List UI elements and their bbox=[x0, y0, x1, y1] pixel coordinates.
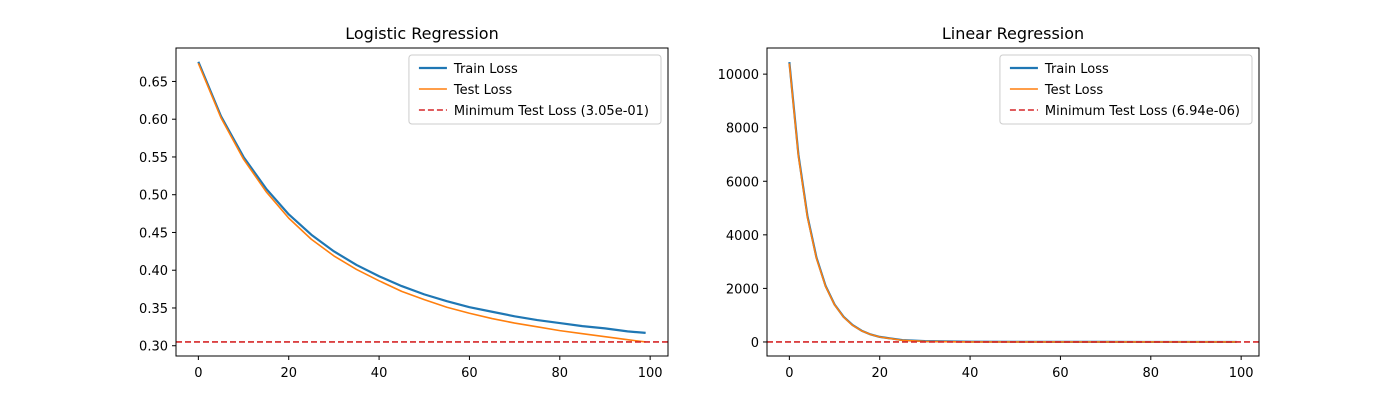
plot-frame bbox=[175, 47, 669, 357]
legend-box bbox=[999, 54, 1253, 125]
chart-linear-regression: Linear Regression 0 20 40 60 80 100 0 2000 4000 60… bbox=[718, 24, 1260, 381]
x-tick-label: 0 bbox=[785, 366, 793, 381]
y-tick-label: 0 bbox=[751, 336, 759, 351]
x-tick-label: 100 bbox=[1229, 366, 1254, 381]
x-tick-label: 80 bbox=[1143, 366, 1160, 381]
x-tick-label: 40 bbox=[962, 366, 979, 381]
plot-frame bbox=[766, 47, 1260, 357]
y-tick-label: 0.45 bbox=[139, 226, 168, 241]
legend-entry-label: Test Loss bbox=[1044, 83, 1103, 98]
legend-box bbox=[408, 54, 662, 125]
y-tick-label: 0.55 bbox=[139, 151, 168, 166]
x-tick-label: 0 bbox=[194, 366, 202, 381]
y-tick-label: 0.50 bbox=[139, 189, 168, 204]
series-line-test-loss bbox=[788, 63, 1237, 343]
y-tick-label: 8000 bbox=[726, 122, 759, 137]
legend: Train Loss Test Loss Minimum Test Loss (6.… bbox=[999, 54, 1253, 125]
x-tick-label: 20 bbox=[280, 366, 297, 381]
y-tick-label: 0.40 bbox=[139, 264, 168, 279]
x-tick-label: 80 bbox=[552, 366, 569, 381]
y-tick-label: 0.35 bbox=[139, 302, 168, 317]
legend-entry-label: Train Loss bbox=[453, 62, 518, 77]
y-tick-label: 2000 bbox=[726, 282, 759, 297]
chart-logistic-regression: Logistic Regression 0 20 40 60 80 100 0.30 0.35 0… bbox=[139, 24, 669, 381]
legend: Train Loss Test Loss Minimum Test Loss (3.… bbox=[408, 54, 662, 125]
y-tick-label: 6000 bbox=[726, 175, 759, 190]
y-tick-label: 0.30 bbox=[139, 340, 168, 355]
x-tick-label: 20 bbox=[871, 366, 888, 381]
chart-title: Logistic Regression bbox=[345, 24, 498, 43]
x-tick-label: 60 bbox=[1052, 366, 1069, 381]
legend-entry-label: Minimum Test Loss (6.94e-06) bbox=[1045, 104, 1240, 119]
x-tick-label: 100 bbox=[638, 366, 663, 381]
y-tick-label: 0.65 bbox=[139, 75, 168, 90]
x-tick-label: 40 bbox=[371, 366, 388, 381]
series-line-test-loss bbox=[197, 63, 646, 343]
legend-entry-label: Test Loss bbox=[453, 83, 512, 98]
chart-title: Linear Regression bbox=[942, 24, 1084, 43]
y-tick-label: 0.60 bbox=[139, 113, 168, 128]
x-tick-label: 60 bbox=[461, 366, 478, 381]
legend-entry-label: Train Loss bbox=[1044, 62, 1109, 77]
legend-entry-label: Minimum Test Loss (3.05e-01) bbox=[454, 104, 649, 119]
series-line-train-loss bbox=[197, 61, 646, 334]
y-tick-label: 4000 bbox=[726, 229, 759, 244]
y-tick-label: 10000 bbox=[718, 68, 759, 83]
